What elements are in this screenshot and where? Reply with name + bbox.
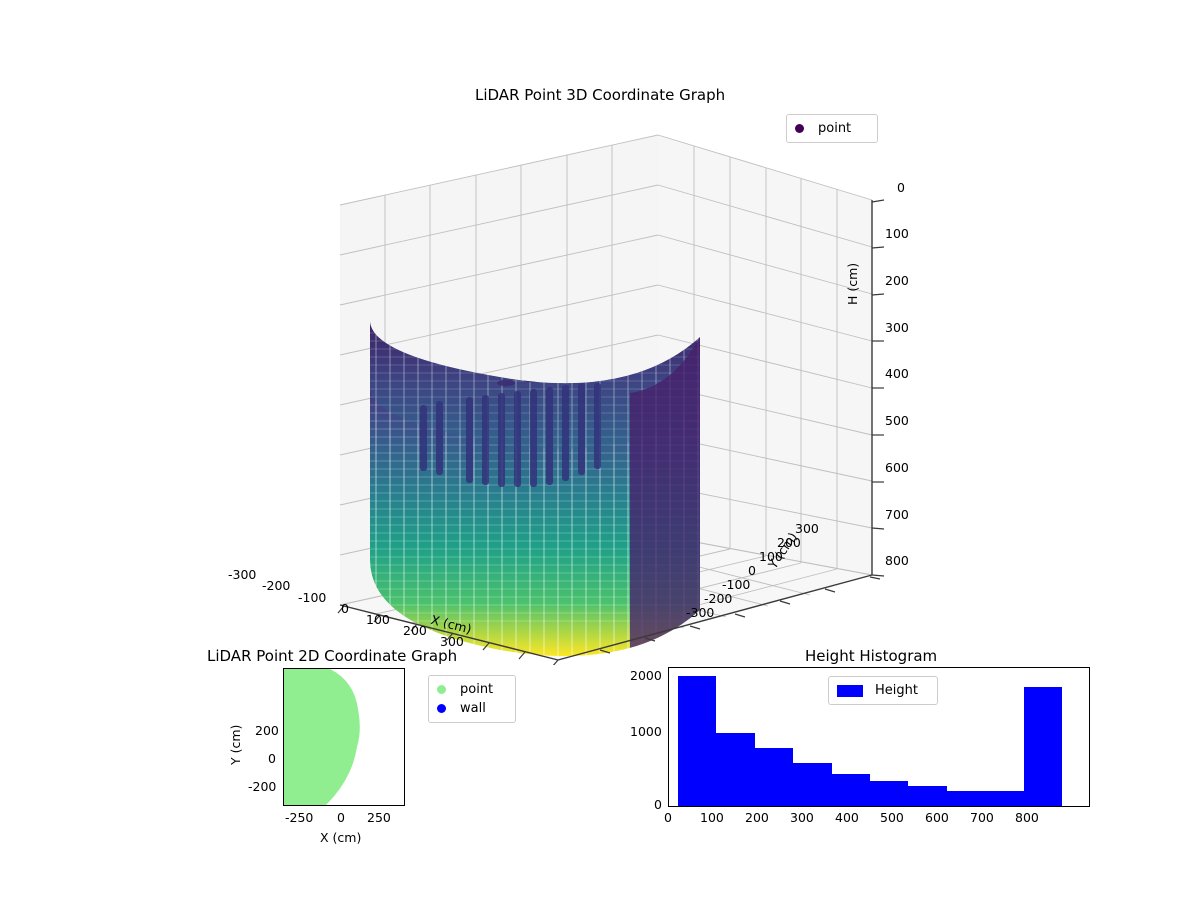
z-tick-500: 500 [885, 413, 909, 428]
plot2d-ytick-m200: -200 [248, 779, 277, 794]
plot2d-legend[interactable]: point wall [428, 675, 516, 723]
legend-item-wall[interactable]: wall [437, 699, 507, 718]
plot3d-zlabel: H (cm) [845, 262, 860, 305]
wall-marker-icon [437, 704, 446, 713]
histogram-bar [1023, 687, 1063, 806]
hist-xtick-200: 200 [745, 810, 769, 825]
z-tick-600: 600 [885, 460, 909, 475]
plot2d-xtick-0: 0 [337, 810, 345, 825]
plot2d-xtick-250: 250 [367, 810, 391, 825]
hist-xtick-400: 400 [835, 810, 859, 825]
histogram-bar [754, 748, 794, 806]
hist-xtick-500: 500 [880, 810, 904, 825]
x-tick-100: 100 [366, 612, 390, 627]
legend-label: wall [460, 701, 486, 716]
y-tick-0: 0 [748, 563, 756, 578]
histogram-bar [677, 675, 717, 806]
plot2d-ytick-200: 200 [255, 723, 279, 738]
x-tick-300: 300 [440, 634, 464, 649]
legend-item-point[interactable]: point [795, 119, 869, 138]
plot2d-xtick-m250: -250 [285, 810, 314, 825]
plot3d-title: LiDAR Point 3D Coordinate Graph [475, 86, 726, 104]
z-tick-400: 400 [885, 366, 909, 381]
y-tick-100: 100 [759, 549, 783, 564]
plot3d-legend[interactable]: point [786, 114, 878, 143]
x-tick-m300: -300 [228, 567, 257, 582]
histogram-bar [793, 762, 832, 806]
z-tick-700: 700 [885, 507, 909, 522]
legend-item-point[interactable]: point [437, 680, 507, 699]
histogram-bar [946, 790, 986, 806]
point-marker-icon [795, 124, 804, 133]
z-tick-800: 800 [885, 553, 909, 568]
z-tick-300: 300 [885, 320, 909, 335]
histogram-bar [870, 780, 909, 806]
legend-label: Height [875, 683, 918, 698]
hist-xtick-100: 100 [700, 810, 724, 825]
z-tick-200: 200 [885, 273, 909, 288]
legend-label: point [818, 121, 852, 136]
histogram-bar [831, 773, 871, 806]
lidar-2d-axes[interactable] [283, 668, 405, 806]
legend-item-height[interactable]: Height [837, 681, 929, 700]
z-tick-0: 0 [897, 180, 905, 195]
legend-label: point [460, 682, 494, 697]
axis-ticks [337, 199, 885, 665]
z-tick-100: 100 [885, 226, 909, 241]
hist-xtick-700: 700 [970, 810, 994, 825]
point-marker-icon [437, 685, 446, 694]
hist-xtick-300: 300 [790, 810, 814, 825]
plot2d-ylabel: Y (cm) [228, 724, 243, 765]
hist-ytick-1000: 1000 [630, 724, 662, 739]
lidar-3d-canvas [337, 134, 885, 665]
histogram-legend[interactable]: Height [828, 676, 938, 705]
lidar-2d-point-region [284, 669, 360, 805]
y-tick-200: 200 [777, 535, 801, 550]
y-tick-m100: -100 [722, 577, 751, 592]
y-tick-300: 300 [795, 521, 819, 536]
x-tick-0: 0 [341, 601, 349, 616]
height-histogram-axes[interactable] [668, 667, 1090, 807]
histogram-bar [985, 790, 1024, 806]
x-tick-200: 200 [403, 623, 427, 638]
y-tick-m200: -200 [704, 591, 733, 606]
plot2d-ytick-0: 0 [268, 751, 276, 766]
histogram-title: Height Histogram [805, 647, 938, 665]
x-tick-m200: -200 [262, 578, 291, 593]
hist-xtick-600: 600 [925, 810, 949, 825]
histogram-bar [908, 785, 947, 806]
hist-ytick-2000: 2000 [630, 668, 662, 683]
histogram-bar [716, 733, 755, 806]
hist-xtick-800: 800 [1015, 810, 1039, 825]
hist-xtick-0: 0 [664, 810, 672, 825]
height-swatch-icon [837, 684, 863, 697]
plot2d-title: LiDAR Point 2D Coordinate Graph [207, 647, 458, 665]
y-tick-m300: -300 [686, 605, 715, 620]
x-tick-m100: -100 [298, 590, 327, 605]
lidar-3d-axes [300, 105, 900, 665]
plot2d-xlabel: X (cm) [320, 830, 362, 845]
hist-ytick-0: 0 [654, 797, 662, 812]
